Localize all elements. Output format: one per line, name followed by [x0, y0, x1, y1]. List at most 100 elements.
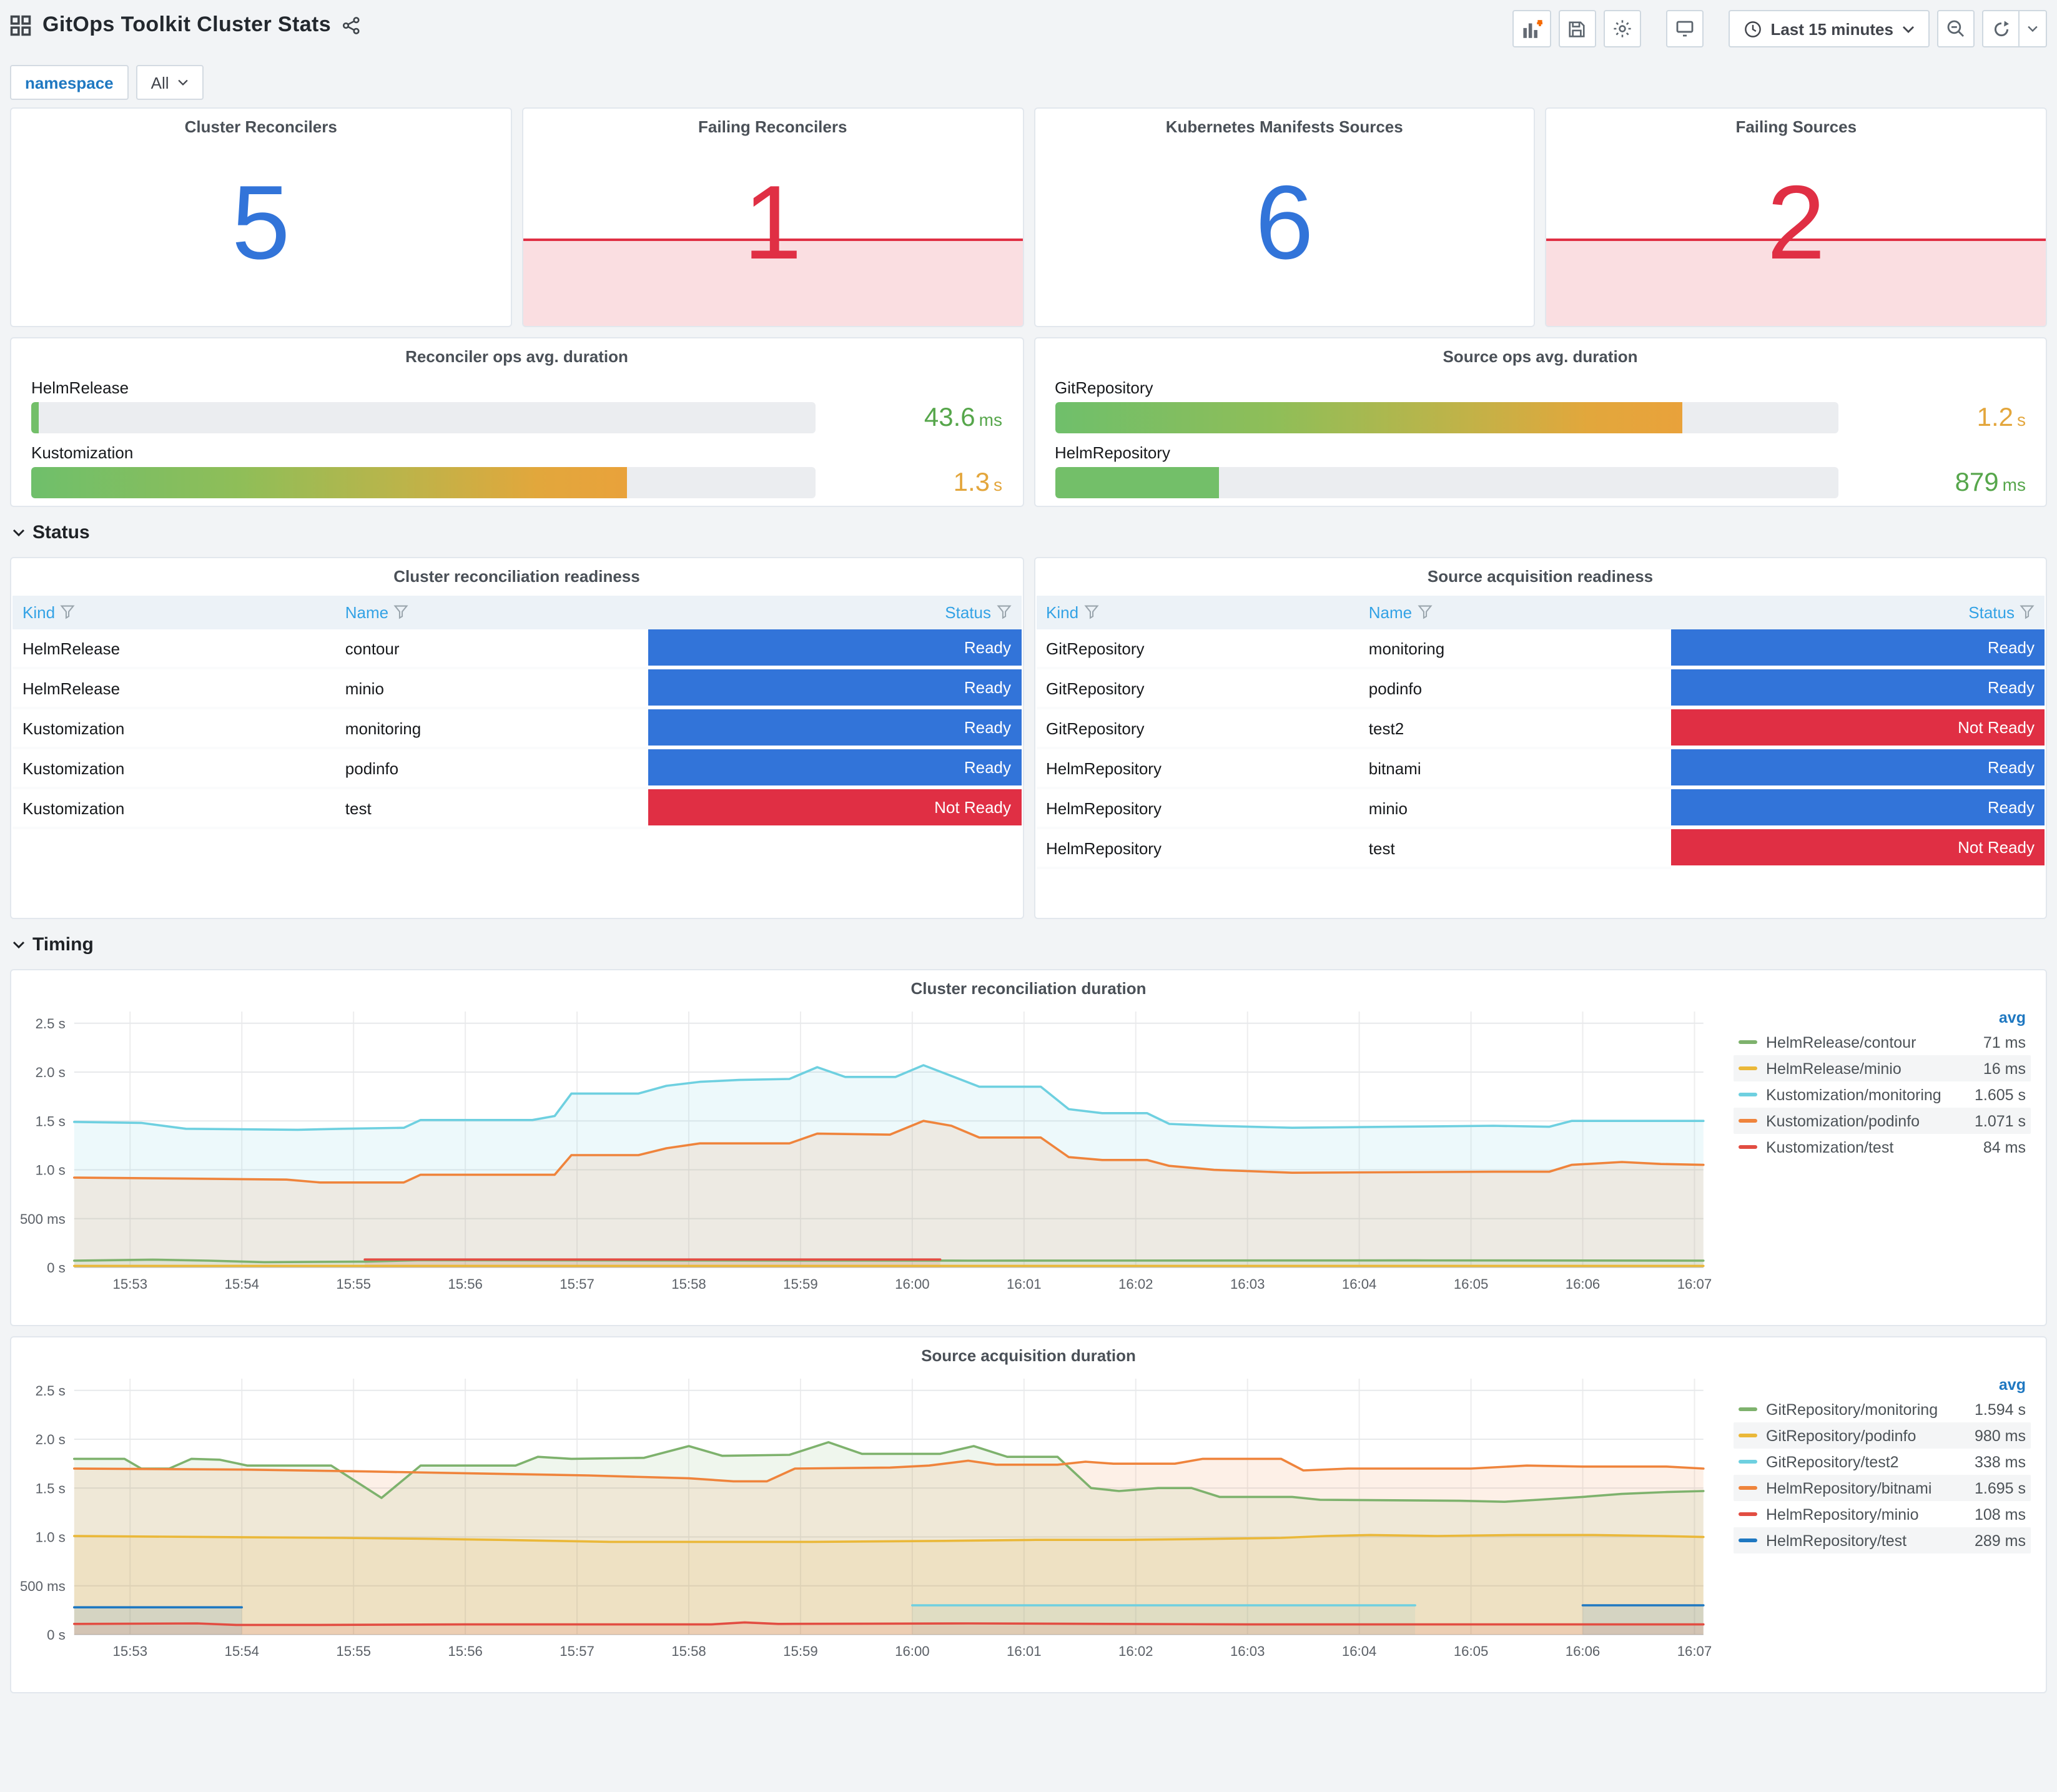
legend-label[interactable]: Kustomization/monitoring: [1766, 1086, 1941, 1103]
svg-text:0 s: 0 s: [47, 1627, 66, 1643]
legend-avg-header[interactable]: avg: [1998, 1376, 2026, 1393]
kind-cell: Kustomization: [12, 789, 335, 829]
gauge-track: [31, 402, 815, 433]
save-dashboard-button[interactable]: [1558, 10, 1596, 47]
gauge-label: HelmRepository: [1055, 443, 1170, 462]
section-timing[interactable]: Timing: [12, 929, 2047, 959]
svg-text:1.5 s: 1.5 s: [36, 1480, 66, 1496]
panel-title[interactable]: Cluster Reconcilers: [184, 117, 337, 136]
toolbar: Last 15 minutes: [1512, 10, 2047, 47]
section-status[interactable]: Status: [12, 517, 2047, 547]
name-cell: minio: [1358, 789, 1672, 829]
column-header-status[interactable]: Status: [648, 596, 1021, 629]
column-header-name[interactable]: Name: [335, 596, 648, 629]
stat-panel-manifests-sources: Kubernetes Manifests Sources 6: [1033, 107, 1536, 327]
panel-title[interactable]: Source acquisition readiness: [1427, 567, 1654, 586]
table-row: Kustomization test Not Ready: [12, 789, 1021, 829]
panel-title[interactable]: Failing Sources: [1735, 117, 1857, 136]
table-row: HelmRepository bitnami Ready: [1036, 749, 2045, 789]
svg-text:2.5 s: 2.5 s: [36, 1016, 66, 1031]
status-cell: Ready: [648, 629, 1021, 669]
gauge-track: [1055, 467, 1838, 498]
zoom-out-button[interactable]: [1937, 10, 1975, 47]
svg-text:16:07: 16:07: [1677, 1643, 1712, 1659]
page-title: GitOps Toolkit Cluster Stats: [42, 12, 332, 36]
status-cell: Ready: [1671, 669, 2045, 709]
gauge-value: 1.2 s: [1976, 403, 2026, 431]
column-header-kind[interactable]: Kind: [1036, 596, 1359, 629]
svg-text:16:06: 16:06: [1566, 1643, 1600, 1659]
svg-text:2.0 s: 2.0 s: [36, 1432, 66, 1447]
svg-text:16:04: 16:04: [1342, 1643, 1376, 1659]
table-row: GitRepository podinfo Ready: [1036, 669, 2045, 709]
legend-label[interactable]: HelmRepository/bitnami: [1766, 1479, 1932, 1497]
column-header-status[interactable]: Status: [1671, 596, 2045, 629]
legend-label[interactable]: HelmRelease/minio: [1766, 1060, 1902, 1077]
legend-color: [1739, 1434, 1757, 1437]
svg-text:1.0 s: 1.0 s: [36, 1163, 66, 1178]
svg-text:15:57: 15:57: [560, 1643, 594, 1659]
panel-title[interactable]: Failing Reconcilers: [698, 117, 847, 136]
status-cell: Ready: [1671, 749, 2045, 789]
kind-cell: HelmRelease: [12, 669, 335, 709]
refresh-interval-dropdown[interactable]: [2020, 10, 2047, 47]
variable-namespace-value-dropdown[interactable]: All: [136, 65, 204, 100]
legend-value: 71 ms: [1983, 1033, 2026, 1051]
status-cell: Not Ready: [648, 789, 1021, 829]
refresh-button[interactable]: [1982, 10, 2020, 47]
legend-label[interactable]: GitRepository/test2: [1766, 1453, 1899, 1470]
dashboards-grid-icon[interactable]: [10, 14, 31, 36]
legend-label[interactable]: GitRepository/monitoring: [1766, 1401, 1938, 1418]
svg-text:15:55: 15:55: [336, 1643, 370, 1659]
legend-item: Kustomization/test 84 ms: [1734, 1134, 2031, 1160]
time-range-picker[interactable]: Last 15 minutes: [1728, 10, 1930, 47]
legend-label[interactable]: HelmRelease/contour: [1766, 1033, 1916, 1051]
gauge-value: 43.6 ms: [924, 403, 1002, 431]
legend-label[interactable]: HelmRepository/minio: [1766, 1505, 1919, 1523]
gauge-track: [31, 467, 815, 498]
table-row: Kustomization podinfo Ready: [12, 749, 1021, 789]
alert-area: [1546, 239, 2046, 326]
svg-text:15:59: 15:59: [783, 1643, 817, 1659]
name-cell: test: [1358, 829, 1672, 869]
column-header-kind[interactable]: Kind: [12, 596, 335, 629]
panel-title[interactable]: Cluster reconciliation readiness: [393, 567, 640, 586]
legend-label[interactable]: GitRepository/podinfo: [1766, 1427, 1916, 1444]
legend-item: HelmRelease/minio 16 ms: [1734, 1055, 2031, 1081]
panel-title[interactable]: Cluster reconciliation duration: [910, 979, 1147, 998]
stats-row: Cluster Reconcilers 5 Failing Reconciler…: [10, 107, 2047, 327]
kind-cell: Kustomization: [12, 709, 335, 749]
legend-label[interactable]: Kustomization/test: [1766, 1138, 1894, 1156]
gauge-label: HelmRelease: [31, 378, 129, 397]
legend-color: [1739, 1093, 1757, 1096]
cycle-view-mode-button[interactable]: [1665, 10, 1704, 47]
panel-title[interactable]: Kubernetes Manifests Sources: [1165, 117, 1403, 136]
status-cell: Ready: [1671, 629, 2045, 669]
panel-title[interactable]: Reconciler ops avg. duration: [405, 347, 628, 366]
share-icon[interactable]: [342, 16, 361, 34]
legend-color: [1739, 1460, 1757, 1464]
legend-avg-header[interactable]: avg: [1998, 1008, 2026, 1026]
gauge-value: 879 ms: [1955, 468, 2026, 496]
table-panel-source-readiness: Source acquisition readiness Kind Name S…: [1033, 557, 2047, 919]
legend-value: 84 ms: [1983, 1138, 2026, 1156]
time-series-canvas[interactable]: 15:53 15:54 15:55 15:56 15:57 15:58 15:59 16:00…: [16, 1000, 1719, 1297]
panel-title[interactable]: Source acquisition duration: [921, 1346, 1136, 1365]
column-header-name[interactable]: Name: [1358, 596, 1672, 629]
table-row: HelmRelease minio Ready: [12, 669, 1021, 709]
time-series-canvas[interactable]: 15:53 15:54 15:55 15:56 15:57 15:58 15:59 16:00…: [16, 1367, 1719, 1665]
add-panel-button[interactable]: [1512, 10, 1551, 47]
name-cell: podinfo: [1358, 669, 1672, 709]
legend-label[interactable]: Kustomization/podinfo: [1766, 1112, 1920, 1130]
legend-item: HelmRepository/bitnami 1.695 s: [1734, 1475, 2031, 1501]
chart-row-1: Cluster reconciliation duration 15:53 15:…: [10, 969, 2047, 1326]
panel-title[interactable]: Source ops avg. duration: [1443, 347, 1638, 366]
status-cell: Not Ready: [1671, 709, 2045, 749]
legend-label[interactable]: HelmRepository/test: [1766, 1532, 1907, 1549]
bar-gauge-row: HelmRelease 43.6 ms: [31, 378, 1002, 433]
variable-namespace-label[interactable]: namespace: [10, 65, 129, 100]
name-cell: test2: [1358, 709, 1672, 749]
variables-row: namespace All: [10, 60, 2047, 105]
dashboard-settings-button[interactable]: [1603, 10, 1641, 47]
svg-text:15:55: 15:55: [336, 1276, 370, 1292]
